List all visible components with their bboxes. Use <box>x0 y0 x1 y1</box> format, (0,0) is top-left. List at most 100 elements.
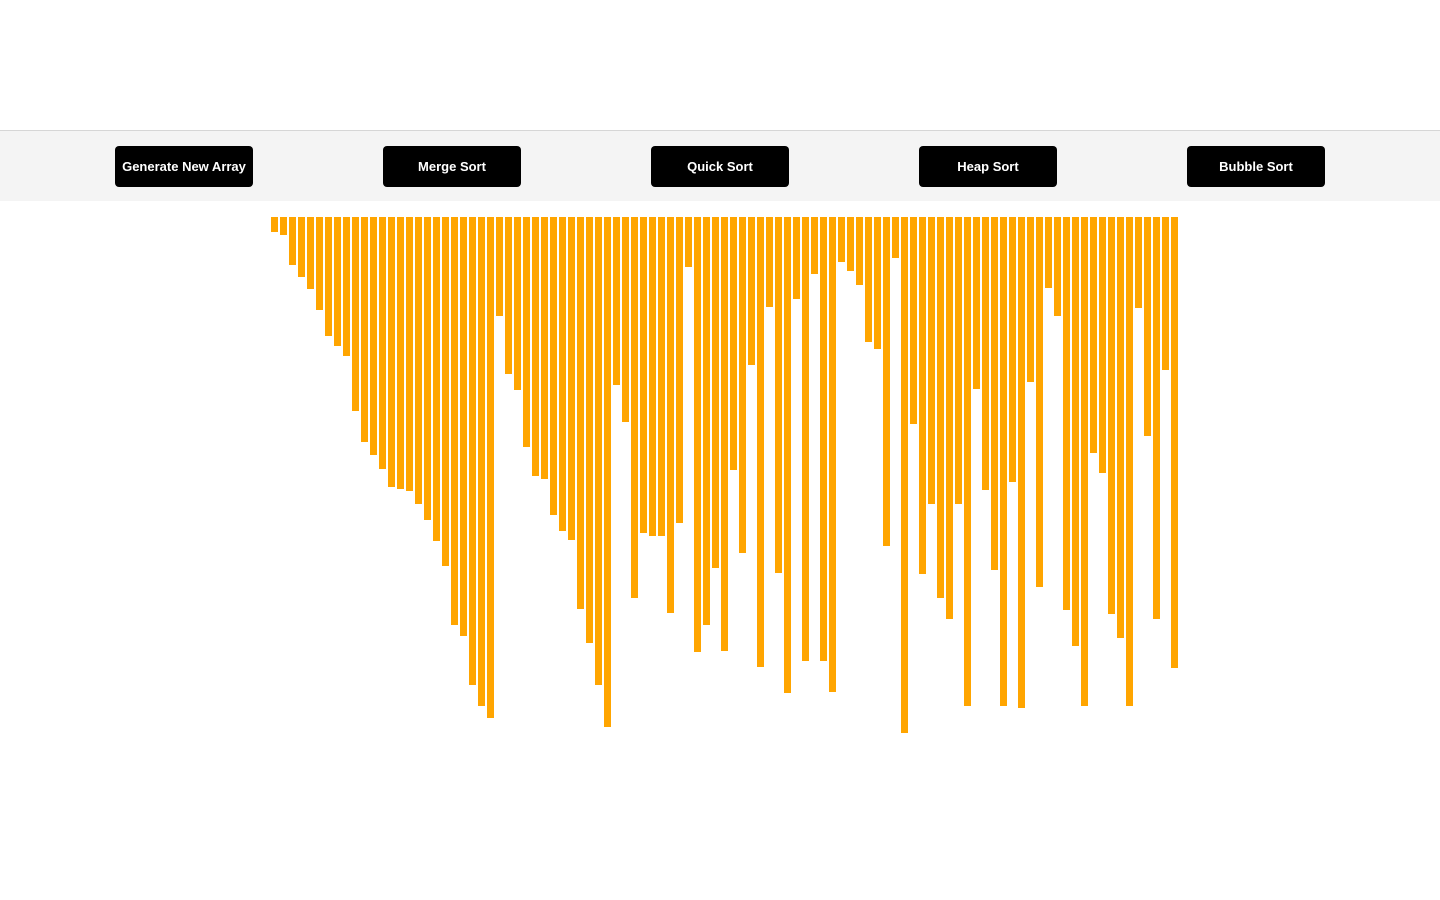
array-bar <box>892 217 899 258</box>
array-bar <box>739 217 746 553</box>
array-bar <box>793 217 800 299</box>
array-bar <box>937 217 944 598</box>
array-bar <box>361 217 368 442</box>
array-bar <box>811 217 818 274</box>
array-bar <box>766 217 773 307</box>
array-bar <box>838 217 845 262</box>
array-bar <box>478 217 485 706</box>
array-bar <box>271 217 278 232</box>
array-bar <box>1054 217 1061 316</box>
array-bar <box>685 217 692 267</box>
array-bar <box>856 217 863 285</box>
array-bar <box>550 217 557 515</box>
array-bar <box>991 217 998 570</box>
array-bar <box>649 217 656 536</box>
array-bar <box>568 217 575 540</box>
array-bar <box>298 217 305 277</box>
array-bar <box>370 217 377 455</box>
array-bar <box>1108 217 1115 614</box>
array-bar <box>658 217 665 536</box>
array-bar <box>415 217 422 504</box>
array-bar <box>316 217 323 310</box>
array-bar <box>343 217 350 356</box>
array-bar <box>946 217 953 619</box>
array-bar <box>460 217 467 636</box>
array-bar <box>1135 217 1142 308</box>
array-bar <box>397 217 404 489</box>
array-bar <box>406 217 413 491</box>
array-bar <box>928 217 935 504</box>
array-bar <box>325 217 332 336</box>
array-bar <box>901 217 908 733</box>
array-bar <box>1009 217 1016 482</box>
array-bar <box>1162 217 1169 370</box>
array-bar <box>802 217 809 661</box>
array-bar <box>748 217 755 365</box>
quick-sort-button[interactable]: Quick Sort <box>651 146 789 187</box>
array-bar <box>586 217 593 643</box>
array-bar <box>1000 217 1007 706</box>
array-bar <box>613 217 620 385</box>
array-bar <box>1099 217 1106 473</box>
heap-sort-button[interactable]: Heap Sort <box>919 146 1057 187</box>
array-bar <box>1117 217 1124 638</box>
array-bar <box>541 217 548 479</box>
array-bar <box>883 217 890 546</box>
array-bar <box>865 217 872 342</box>
array-bar <box>973 217 980 389</box>
array-bar <box>775 217 782 573</box>
array-bar <box>955 217 962 504</box>
array-bar <box>874 217 881 349</box>
array-bar <box>559 217 566 531</box>
array-bar <box>919 217 926 574</box>
merge-sort-button[interactable]: Merge Sort <box>383 146 521 187</box>
array-bar <box>442 217 449 566</box>
array-bar <box>847 217 854 271</box>
array-bar <box>379 217 386 469</box>
array-bar <box>694 217 701 652</box>
array-bar <box>631 217 638 598</box>
array-bar <box>496 217 503 316</box>
array-bar <box>982 217 989 490</box>
array-bar <box>784 217 791 693</box>
array-bar <box>451 217 458 625</box>
array-bar <box>487 217 494 718</box>
array-bar <box>1126 217 1133 706</box>
array-bar <box>334 217 341 346</box>
array-bar <box>820 217 827 661</box>
array-bar <box>667 217 674 613</box>
array-bar <box>1081 217 1088 706</box>
array-bar <box>289 217 296 265</box>
bubble-sort-button[interactable]: Bubble Sort <box>1187 146 1325 187</box>
array-bar <box>577 217 584 609</box>
generate-new-array-button[interactable]: Generate New Array <box>115 146 253 187</box>
array-bar <box>1144 217 1151 436</box>
array-bar <box>307 217 314 289</box>
toolbar: Generate New Array Merge Sort Quick Sort… <box>0 130 1440 201</box>
array-bar <box>730 217 737 470</box>
array-bar <box>910 217 917 424</box>
array-bar <box>640 217 647 533</box>
array-bar <box>523 217 530 447</box>
array-bars-container <box>271 217 1178 737</box>
array-bar <box>1171 217 1178 668</box>
array-bar <box>1018 217 1025 708</box>
array-bar <box>595 217 602 685</box>
array-bar <box>604 217 611 727</box>
array-bar <box>1036 217 1043 587</box>
array-bar <box>1072 217 1079 646</box>
array-bar <box>1153 217 1160 619</box>
array-bar <box>721 217 728 651</box>
array-bar <box>1090 217 1097 453</box>
array-bar <box>676 217 683 523</box>
array-bar <box>505 217 512 374</box>
array-bar <box>712 217 719 568</box>
array-bar <box>352 217 359 411</box>
array-bar <box>433 217 440 541</box>
array-bar <box>280 217 287 235</box>
array-bar <box>514 217 521 390</box>
array-bar <box>469 217 476 685</box>
array-bar <box>622 217 629 422</box>
array-bar <box>757 217 764 667</box>
array-bar <box>424 217 431 520</box>
